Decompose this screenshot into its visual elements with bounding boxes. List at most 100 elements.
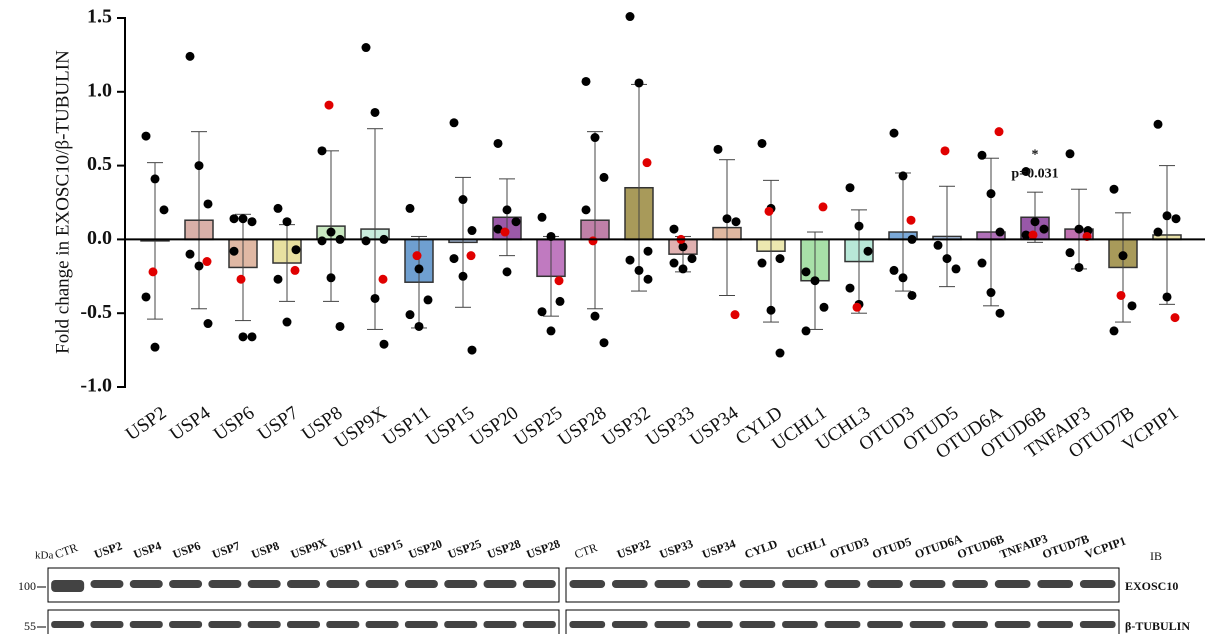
data-point — [195, 161, 204, 170]
data-point — [996, 228, 1005, 237]
data-point — [987, 189, 996, 198]
data-point — [987, 288, 996, 297]
x-tick-label: USP4 — [166, 402, 215, 445]
data-point — [406, 310, 415, 319]
data-point — [943, 254, 952, 263]
data-point — [195, 261, 204, 270]
x-tick-label: USP28 — [554, 402, 610, 450]
band — [444, 580, 477, 588]
lane-label: USP7 — [210, 538, 242, 561]
y-tick-label: 1.0 — [87, 79, 112, 101]
band — [910, 580, 946, 588]
x-tick-label: USP6 — [210, 402, 258, 445]
lane-label: OTUD3 — [828, 534, 871, 561]
highlight-point — [907, 216, 916, 225]
data-point — [468, 226, 477, 235]
y-tick-label: 0.0 — [87, 227, 112, 249]
data-point — [600, 338, 609, 347]
data-point — [908, 291, 917, 300]
x-tick-label: USP15 — [422, 402, 478, 450]
data-point — [732, 217, 741, 226]
data-point — [459, 272, 468, 281]
data-point — [186, 250, 195, 259]
highlight-point — [1029, 230, 1038, 239]
data-point — [626, 12, 635, 21]
band — [782, 580, 818, 588]
data-point — [248, 332, 257, 341]
data-point — [1066, 149, 1075, 158]
y-axis-label: Fold change in EXOSC10/β-TUBULIN — [52, 50, 73, 354]
highlight-point — [1117, 291, 1126, 300]
data-point — [1075, 225, 1084, 234]
band — [51, 621, 84, 628]
highlight-point — [731, 310, 740, 319]
data-point — [1040, 225, 1049, 234]
data-point — [952, 264, 961, 273]
figure: Fold change in EXOSC10/β-TUBULIN kDa IB … — [0, 0, 1212, 634]
data-point — [591, 133, 600, 142]
x-tick-label: USP25 — [510, 402, 566, 450]
data-point — [494, 139, 503, 148]
lane-label: USP32 — [615, 536, 652, 561]
lane-label: OTUD6A — [913, 531, 964, 561]
data-point — [670, 259, 679, 268]
band — [569, 580, 605, 588]
highlight-point — [1171, 313, 1180, 322]
band — [130, 580, 163, 588]
band — [405, 580, 438, 588]
data-point — [204, 319, 213, 328]
band — [867, 621, 903, 628]
y-tick-label: 1.5 — [87, 6, 112, 28]
band — [444, 621, 477, 628]
data-point — [1110, 326, 1119, 335]
band — [612, 580, 648, 588]
data-point — [1154, 120, 1163, 129]
data-point — [1066, 248, 1075, 257]
band — [910, 621, 946, 628]
band — [1037, 580, 1073, 588]
band — [484, 580, 517, 588]
data-point — [582, 77, 591, 86]
data-point — [1119, 251, 1128, 260]
data-point — [776, 349, 785, 358]
data-point — [688, 254, 697, 263]
x-tick-label: USP11 — [379, 402, 435, 450]
data-point — [547, 326, 556, 335]
data-point — [1075, 263, 1084, 272]
data-point — [151, 343, 160, 352]
data-point — [151, 174, 160, 183]
data-point — [274, 275, 283, 284]
band — [248, 580, 281, 588]
data-point — [670, 225, 679, 234]
band — [952, 580, 988, 588]
data-point — [846, 183, 855, 192]
data-point — [890, 129, 899, 138]
band — [995, 580, 1031, 588]
data-point — [1163, 211, 1172, 220]
x-tick-label: USP34 — [686, 402, 743, 450]
x-tick-label: USP9X — [331, 402, 391, 453]
band — [484, 621, 517, 628]
band — [208, 580, 241, 588]
data-point — [380, 340, 389, 349]
band — [1037, 621, 1073, 628]
data-point — [767, 306, 776, 315]
highlight-point — [941, 146, 950, 155]
data-point — [415, 322, 424, 331]
band — [405, 621, 438, 628]
data-point — [283, 318, 292, 327]
lane-label: USP8 — [249, 538, 281, 561]
band — [130, 621, 163, 628]
data-point — [371, 294, 380, 303]
data-point — [336, 322, 345, 331]
band — [825, 621, 861, 628]
data-point — [318, 236, 327, 245]
lane-label: USP33 — [658, 536, 695, 561]
lane-label: USP34 — [700, 536, 737, 561]
data-point — [802, 267, 811, 276]
band — [697, 621, 733, 628]
highlight-point — [555, 276, 564, 285]
data-point — [459, 195, 468, 204]
lane-label: OTUD6B — [955, 532, 1006, 562]
data-point — [503, 205, 512, 214]
